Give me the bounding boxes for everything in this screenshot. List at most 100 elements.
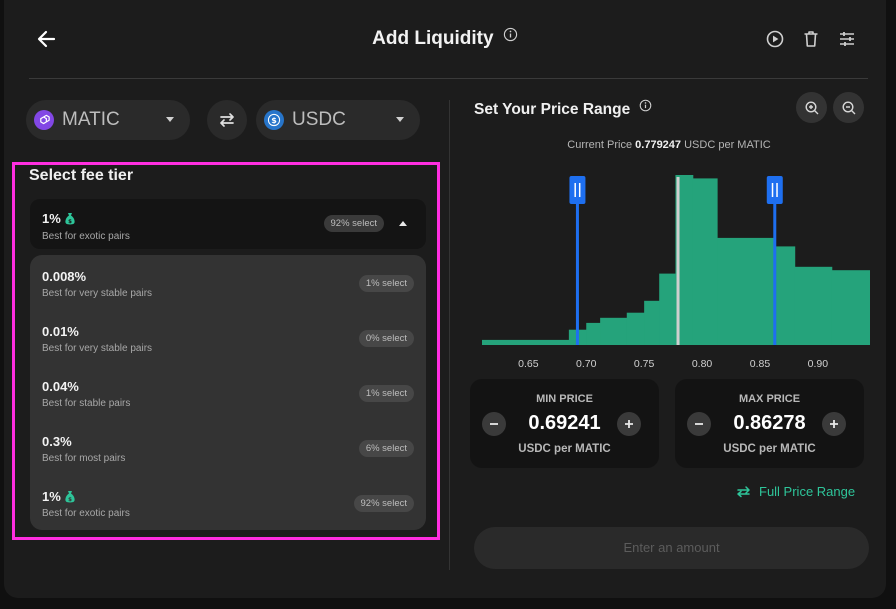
max-price-box: MAX PRICE 0.86278 USDC per MATIC xyxy=(675,379,864,468)
x-tick-label: 0.65 xyxy=(518,358,539,370)
liquidity-chart[interactable]: 0.65 0.70 0.75 0.80 0.85 0.90 xyxy=(474,165,870,375)
chart-bar xyxy=(482,339,570,345)
token-symbol-to: USDC xyxy=(292,109,346,130)
fee-option-badge: 1% select xyxy=(358,275,414,292)
x-tick-label: 0.75 xyxy=(634,358,655,370)
plus-icon xyxy=(625,420,633,428)
fee-option-pct: 0.01% xyxy=(42,324,79,339)
chart-bar xyxy=(644,300,660,345)
fee-option-1[interactable]: 1% $ Best for exotic pairs 92% select xyxy=(30,475,426,530)
max-price-handle-grip xyxy=(776,183,778,197)
info-icon[interactable] xyxy=(639,99,652,117)
min-price-handle-grip xyxy=(574,183,576,197)
price-range-title-wrap: Set Your Price Range xyxy=(474,99,652,119)
fee-option-desc: Best for very stable pairs xyxy=(42,288,153,299)
current-price-readout: Current Price 0.779247 USDC per MATIC xyxy=(474,139,864,151)
max-price-increase-button[interactable] xyxy=(822,412,846,436)
trash-icon[interactable] xyxy=(800,28,822,50)
add-liquidity-card: Add Liquidity MATIC $ USDC Select fee ti… xyxy=(4,0,886,598)
chart-bar xyxy=(659,273,676,345)
max-price-decrease-button[interactable] xyxy=(687,412,711,436)
fee-tier-selected-desc: Best for exotic pairs xyxy=(42,231,130,242)
zoom-in-button[interactable] xyxy=(796,92,827,123)
current-price-unit: USDC per MATIC xyxy=(684,139,771,151)
swap-arrows-icon xyxy=(737,485,750,497)
svg-text:$: $ xyxy=(271,116,277,125)
min-price-box: MIN PRICE 0.69241 USDC per MATIC xyxy=(470,379,659,468)
fee-option-0-01[interactable]: 0.01% Best for very stable pairs 0% sele… xyxy=(30,310,426,365)
svg-text:$: $ xyxy=(68,219,72,225)
min-price-decrease-button[interactable] xyxy=(482,412,506,436)
fee-tier-dropdown[interactable]: 1% $ Best for exotic pairs 92% select xyxy=(30,199,426,249)
chart-bar xyxy=(586,322,601,345)
fee-option-badge: 6% select xyxy=(358,440,414,457)
svg-text:$: $ xyxy=(68,497,72,503)
minus-icon xyxy=(490,423,498,425)
fee-option-desc: Best for exotic pairs xyxy=(42,508,130,519)
current-price-value: 0.779247 xyxy=(635,139,682,151)
min-price-label: MIN PRICE xyxy=(536,393,593,405)
current-price-label: Current Price xyxy=(567,139,633,151)
token-select-to[interactable]: $ USDC xyxy=(256,100,420,140)
enter-amount-button[interactable]: Enter an amount xyxy=(474,527,869,569)
fee-option-pct: 0.008% xyxy=(42,269,87,284)
fee-option-0-008[interactable]: 0.008% Best for very stable pairs 1% sel… xyxy=(30,255,426,310)
min-price-handle-grip xyxy=(578,183,581,197)
full-price-range-label: Full Price Range xyxy=(759,484,856,499)
back-arrow-icon[interactable] xyxy=(34,26,60,52)
chevron-down-icon xyxy=(166,117,174,122)
chart-bar xyxy=(692,178,718,345)
x-tick-label: 0.80 xyxy=(692,358,713,370)
fee-tier-selected-badge: 92% select xyxy=(323,215,384,232)
x-tick-label: 0.85 xyxy=(750,358,771,370)
fee-tier-panel: Select fee tier 1% $ Best for exotic pair… xyxy=(12,162,440,540)
money-bag-icon: $ xyxy=(65,491,75,503)
fee-option-0-04[interactable]: 0.04% Best for stable pairs 1% select xyxy=(30,365,426,420)
max-price-label: MAX PRICE xyxy=(738,393,801,405)
usdc-logo-icon: $ xyxy=(264,110,284,130)
fee-option-0-3[interactable]: 0.3% Best for most pairs 6% select xyxy=(30,420,426,475)
x-tick-label: 0.70 xyxy=(576,358,597,370)
token-symbol-from: MATIC xyxy=(62,109,120,130)
max-price-value[interactable]: 0.86278 xyxy=(733,412,806,434)
fee-tier-selected-pct: 1% $ xyxy=(42,211,75,226)
chart-bar xyxy=(626,312,645,345)
min-price-value[interactable]: 0.69241 xyxy=(528,412,601,434)
min-price-handle-line xyxy=(575,189,579,345)
fee-option-badge: 0% select xyxy=(358,330,414,347)
min-price-handle[interactable] xyxy=(569,176,586,204)
fee-option-pct-text: 1% xyxy=(42,489,61,504)
fee-tier-title: Select fee tier xyxy=(29,167,134,184)
page-title-wrap: Add Liquidity xyxy=(4,28,886,50)
chart-bar xyxy=(775,246,796,345)
fee-option-pct: 0.04% xyxy=(42,379,79,394)
chart-bar xyxy=(794,266,833,345)
chart-bar xyxy=(675,175,694,345)
plus-icon xyxy=(830,420,838,428)
zoom-out-icon xyxy=(841,100,855,114)
full-price-range-button[interactable]: Full Price Range xyxy=(736,484,855,499)
minus-icon xyxy=(695,423,703,425)
chevron-up-icon xyxy=(399,221,407,226)
fee-option-pct: 0.3% xyxy=(42,434,72,449)
fee-option-badge: 1% select xyxy=(358,385,414,402)
chevron-down-icon xyxy=(396,117,404,122)
fee-option-desc: Best for very stable pairs xyxy=(42,343,153,354)
zoom-out-button[interactable] xyxy=(833,92,864,123)
fee-option-desc: Best for stable pairs xyxy=(42,398,131,409)
max-price-unit: USDC per MATIC xyxy=(723,443,816,455)
play-icon[interactable] xyxy=(764,28,786,50)
info-icon[interactable] xyxy=(503,26,518,48)
token-select-from[interactable]: MATIC xyxy=(26,100,190,140)
x-tick-label: 0.90 xyxy=(808,358,829,370)
min-price-increase-button[interactable] xyxy=(617,412,641,436)
swap-tokens-button[interactable] xyxy=(207,100,247,140)
page-title: Add Liquidity xyxy=(372,28,494,49)
max-price-handle[interactable] xyxy=(766,176,783,204)
max-price-handle-grip xyxy=(771,183,774,197)
price-range-title: Set Your Price Range xyxy=(474,101,631,118)
settings-sliders-icon[interactable] xyxy=(836,28,858,50)
fee-option-desc: Best for most pairs xyxy=(42,453,126,464)
column-divider xyxy=(449,100,450,570)
money-bag-icon: $ xyxy=(65,213,75,225)
